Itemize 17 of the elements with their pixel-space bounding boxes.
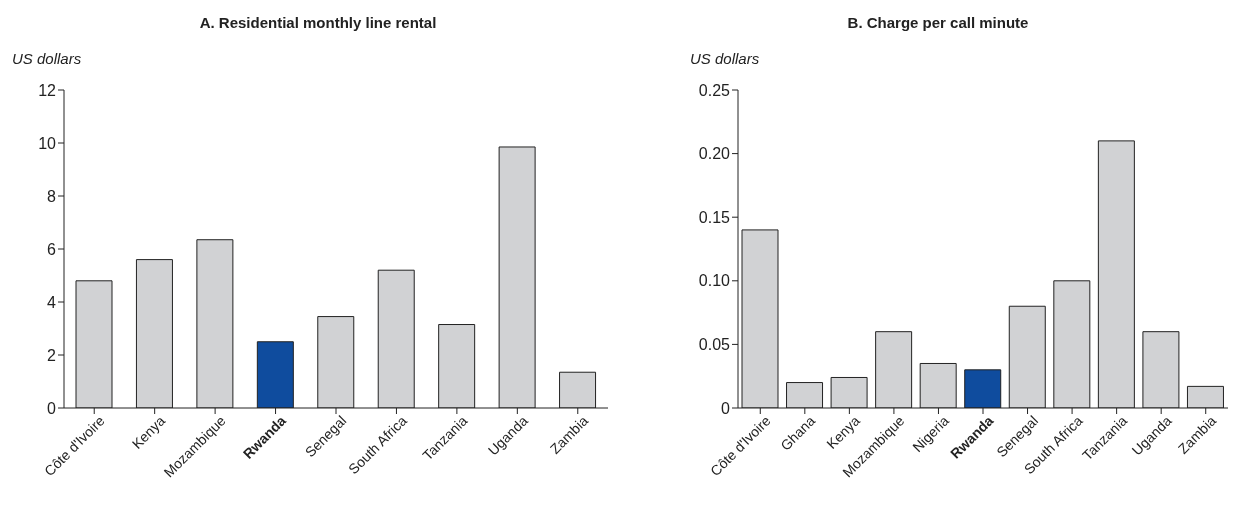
y-tick-label: 0.15 (698, 208, 731, 226)
y-tick-label: 12 (38, 81, 57, 99)
y-tick-label: 0.25 (698, 81, 731, 99)
y-tick-label: 0 (721, 399, 731, 417)
chart-title: A. Residential monthly line rental (198, 14, 438, 31)
y-tick-label: 0.20 (698, 145, 731, 163)
y-tick-label: 0 (47, 399, 57, 417)
y-tick-label: 8 (47, 187, 57, 205)
y-tick-label: 0.05 (698, 336, 731, 354)
y-tick-label: 6 (47, 240, 57, 258)
chart-title: B. Charge per call minute (846, 14, 1030, 31)
y-tick-label: 2 (47, 346, 57, 364)
y-tick-label: 0.10 (698, 272, 731, 290)
y-axis-title: US dollars (690, 50, 760, 67)
y-tick-label: 10 (38, 134, 57, 152)
y-axis-title: US dollars (12, 50, 82, 67)
y-tick-label: 4 (47, 293, 57, 311)
